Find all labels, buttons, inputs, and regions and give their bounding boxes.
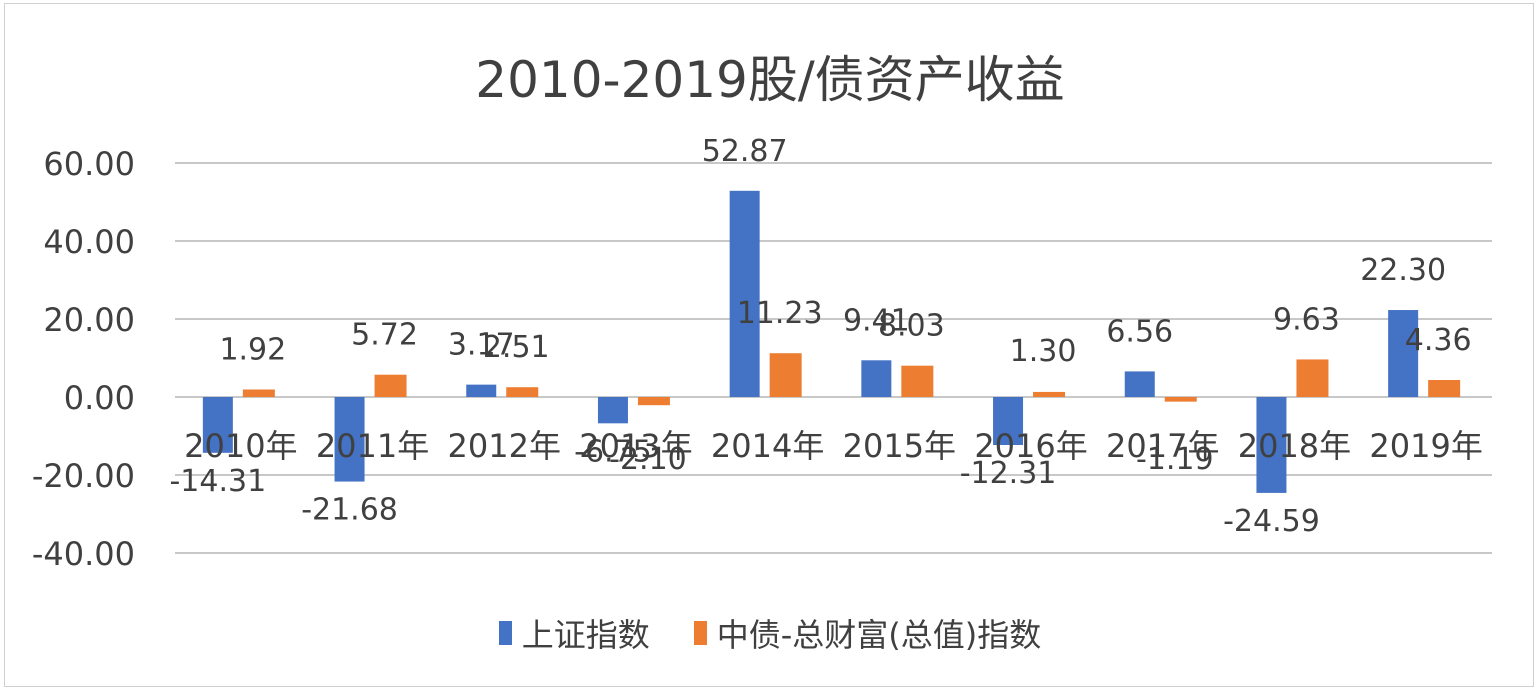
x-tick-label: 2015年 <box>843 427 956 465</box>
data-label: 1.30 <box>1010 334 1077 369</box>
bar-sse <box>1124 371 1155 397</box>
data-label: 9.41 <box>843 303 910 338</box>
bar-sse <box>202 397 233 453</box>
bar-bond <box>242 389 275 397</box>
data-label: -1.19 <box>1136 442 1214 477</box>
legend-item-sse: 上证指数 <box>498 610 650 656</box>
y-tick-label: -40.00 <box>32 535 135 573</box>
bar-bond <box>1428 379 1461 397</box>
y-tick-label: 60.00 <box>43 145 135 183</box>
x-tick-label: 2010年 <box>184 427 297 465</box>
y-tick-label: 40.00 <box>43 223 135 261</box>
bar-sse <box>729 190 760 397</box>
x-tick-label: 2017年 <box>1106 427 1219 465</box>
bar-sse <box>993 397 1024 446</box>
data-label: -14.31 <box>169 464 266 499</box>
legend-swatch-orange <box>693 621 707 645</box>
x-tick-label: 2011年 <box>316 427 429 465</box>
data-label: 22.30 <box>1360 253 1446 288</box>
legend: 上证指数 中债-总财富(总值)指数 <box>0 610 1540 656</box>
bar-bond <box>1164 397 1197 402</box>
y-tick-label: 20.00 <box>43 301 135 339</box>
y-tick-label: 0.00 <box>64 379 135 417</box>
bar-bond <box>769 353 802 397</box>
data-label: 6.56 <box>1106 314 1173 349</box>
chart-title: 2010-2019股/债资产收益 <box>475 51 1065 109</box>
data-label: 4.36 <box>1405 323 1472 358</box>
data-label: -21.68 <box>301 493 398 528</box>
bar-bond <box>374 374 407 397</box>
x-tick-label: 2016年 <box>974 427 1087 465</box>
data-label: 8.03 <box>878 309 945 344</box>
data-label: -2.10 <box>609 442 687 477</box>
legend-label: 上证指数 <box>521 616 650 654</box>
x-tick-label: 2013年 <box>579 427 692 465</box>
y-tick-label: -20.00 <box>32 457 135 495</box>
data-label: -12.31 <box>960 456 1057 491</box>
data-label: 9.63 <box>1273 302 1340 337</box>
bar-sse <box>861 360 892 397</box>
x-tick-label: 2019年 <box>1369 427 1482 465</box>
bar-sse <box>466 384 497 397</box>
bar-sse <box>597 397 628 424</box>
bar-bond <box>1296 359 1329 397</box>
data-label: 11.23 <box>737 296 823 331</box>
data-label: -6.75 <box>574 434 652 469</box>
x-tick-label: 2014年 <box>711 427 824 465</box>
bar-bond <box>637 397 670 406</box>
data-label: -24.59 <box>1223 504 1320 539</box>
bar-sse <box>334 397 365 482</box>
chart-frame <box>4 3 1534 687</box>
x-tick-label: 2012年 <box>448 427 561 465</box>
legend-swatch-blue <box>498 621 512 645</box>
bar-bond <box>1033 391 1066 397</box>
data-label: 52.87 <box>702 134 788 169</box>
data-label: 2.51 <box>483 330 550 365</box>
bar-bond <box>901 365 934 397</box>
data-label: 3.17 <box>448 328 515 363</box>
data-label: 1.92 <box>219 333 286 368</box>
bar-bond <box>506 387 539 397</box>
bar-sse <box>1388 310 1419 397</box>
legend-item-bond: 中债-总财富(总值)指数 <box>693 610 1042 656</box>
x-tick-label: 2018年 <box>1238 427 1351 465</box>
legend-label: 中债-总财富(总值)指数 <box>716 616 1042 654</box>
data-label: 5.72 <box>351 318 418 353</box>
bar-sse <box>1256 397 1287 493</box>
